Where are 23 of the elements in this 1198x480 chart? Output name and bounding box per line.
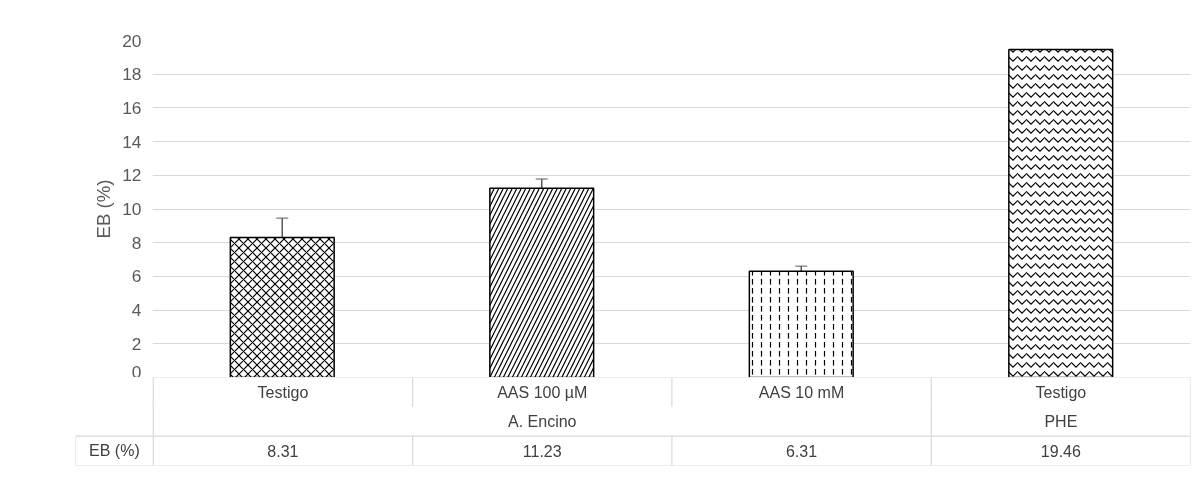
y-tick-label: 6: [131, 266, 142, 287]
text: PHE: [1044, 413, 1078, 430]
y-tick-label: 0: [131, 361, 142, 382]
y-axis-title: EB (%): [93, 179, 115, 239]
text: A. Encino: [508, 413, 577, 430]
x-tick-label: AAS 100 µM: [497, 383, 588, 401]
y-tick-label: 12: [122, 165, 142, 186]
text: EB (%): [89, 442, 140, 460]
y-tick-label: 18: [122, 64, 142, 85]
y-tick-label: 20: [122, 30, 142, 51]
y-tick-label: 2: [131, 333, 142, 354]
y-tick-label: 10: [122, 199, 142, 219]
y-tick-label: 8: [131, 232, 142, 253]
x-tick-label: Testigo: [1035, 383, 1087, 401]
data-label: 6.31: [785, 442, 818, 460]
x-tick-label: AAS 10 mM: [758, 383, 845, 401]
y-tick-label: 14: [122, 131, 142, 152]
x-tick-label: Testigo: [257, 383, 309, 401]
y-tick-label: 16: [122, 97, 142, 118]
data-label: 8.31: [267, 442, 299, 460]
y-tick-label: 4: [131, 300, 142, 321]
data-label: 19.46: [1040, 442, 1081, 460]
data-label: 11.23: [522, 442, 562, 460]
